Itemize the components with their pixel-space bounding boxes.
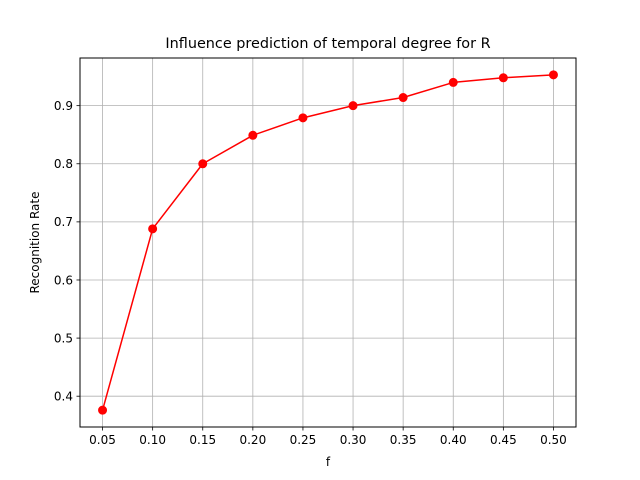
x-tick-label: 0.10 [139, 433, 166, 447]
grid [80, 58, 576, 427]
data-point [98, 405, 108, 415]
x-tick-label: 0.05 [89, 433, 116, 447]
data-point [348, 101, 358, 111]
data-point [398, 93, 408, 103]
data-point [298, 113, 308, 123]
data-point [448, 77, 458, 87]
x-tick-label: 0.50 [540, 433, 567, 447]
x-tick-label: 0.20 [239, 433, 266, 447]
x-tick-label: 0.25 [290, 433, 317, 447]
x-axis-label: f [326, 455, 331, 469]
ticks: 0.05 0.10 0.15 0.20 0.25 0.30 0.35 0.40 0.45 0.50… [54, 99, 567, 447]
x-tick-label: 0.35 [390, 433, 417, 447]
data-point [498, 73, 508, 83]
x-tick-label: 0.40 [440, 433, 467, 447]
x-tick-label: 0.45 [490, 433, 517, 447]
plot-frame [79, 57, 577, 428]
data-point [248, 130, 258, 140]
x-tick-label: 0.15 [189, 433, 216, 447]
chart-title: Influence prediction of temporal degree … [165, 36, 490, 52]
y-axis-label: Recognition Rate [28, 192, 42, 294]
y-tick-label: 0.6 [54, 273, 73, 287]
y-tick-label: 0.9 [54, 99, 73, 113]
y-tick-label: 0.4 [54, 390, 73, 404]
data-point [548, 70, 558, 80]
series-line [101, 74, 554, 411]
data-point [198, 159, 208, 169]
y-tick-label: 0.5 [54, 331, 73, 345]
y-tick-label: 0.8 [54, 157, 73, 171]
y-tick-label: 0.7 [54, 215, 73, 229]
data-point [148, 224, 158, 234]
series-layer [98, 70, 558, 415]
x-tick-label: 0.30 [340, 433, 367, 447]
